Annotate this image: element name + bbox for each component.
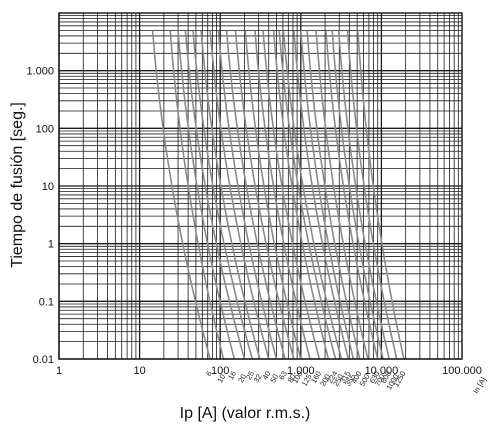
y-tick-label: 100 [36,123,54,135]
rating-label: 25 [244,370,256,382]
fuse-curve-125 [254,30,311,360]
fuse-curve-63 [225,30,286,360]
fuse-curve-355 [300,30,355,360]
rating-axis-label: In [A] [471,376,488,396]
rating-label: 6 [204,369,214,377]
fuse-curve-50 [217,30,278,360]
y-tick-label: 1 [48,239,54,251]
fuse-curve-315 [293,30,350,360]
fuse-curve-20 [184,30,246,360]
x-axis-title: Ip [A] (valor r.m.s.) [180,405,311,422]
rating-label: 50 [268,372,280,384]
rating-label: 40 [260,369,272,381]
rating-label: 32 [252,372,264,384]
fuse-curve-250 [282,30,343,360]
fuse-curve-40 [209,30,270,360]
fuse-curve-25 [192,30,254,360]
fuse-curve-224 [278,30,337,360]
x-tick-label: 10.000 [365,365,399,377]
y-tick-labels: 0.01 0.1 1 10 100 1.000 [26,66,54,366]
fuse-curve-160 [262,30,321,360]
grid [58,13,462,360]
rating-label: 63 [277,370,289,382]
fuse-curve-700 [331,30,384,360]
fuse-curve-100 [244,30,302,360]
rating-label: 16 [226,370,238,382]
x-tick-label: 100 [211,365,229,377]
x-tick-label: 1 [56,365,62,377]
fuse-curve-630 [325,30,379,360]
fuse-curve-500 [315,30,369,360]
y-tick-label: 0.01 [33,354,54,366]
fuse-curve-1000 [346,30,398,360]
y-tick-label: 10 [42,181,54,193]
rating-label: 20 [236,373,248,385]
fuse-curve-1250 [357,30,405,360]
y-tick-label: 1.000 [26,66,54,78]
fuse-curve-10 [169,30,225,360]
fuse-curve-400 [306,30,361,360]
x-tick-labels: 1 10 100 1.000 10.000 100.000 [56,365,482,377]
fuse-curve-800 [337,30,390,360]
rating-label: 80 [286,373,298,385]
y-tick-label: 0.1 [39,296,54,308]
y-axis-title: Tiempo de fusión [seg.] [9,102,26,268]
x-tick-label: 100.000 [442,365,482,377]
x-tick-label: 1.000 [287,365,315,377]
rating-labels: 6 101620253240506380100125160200224250315… [204,369,408,391]
fuse-curve-32 [200,30,261,360]
rating-label: 10 [215,372,227,384]
fuse-curve-200 [272,30,330,360]
x-tick-label: 10 [133,365,145,377]
fuse-curve-6 [151,30,211,360]
plot-frame [58,12,463,360]
fuse-curve-16 [177,30,236,360]
fuse-curve-80 [234,30,295,360]
fuse-curves [151,30,405,360]
